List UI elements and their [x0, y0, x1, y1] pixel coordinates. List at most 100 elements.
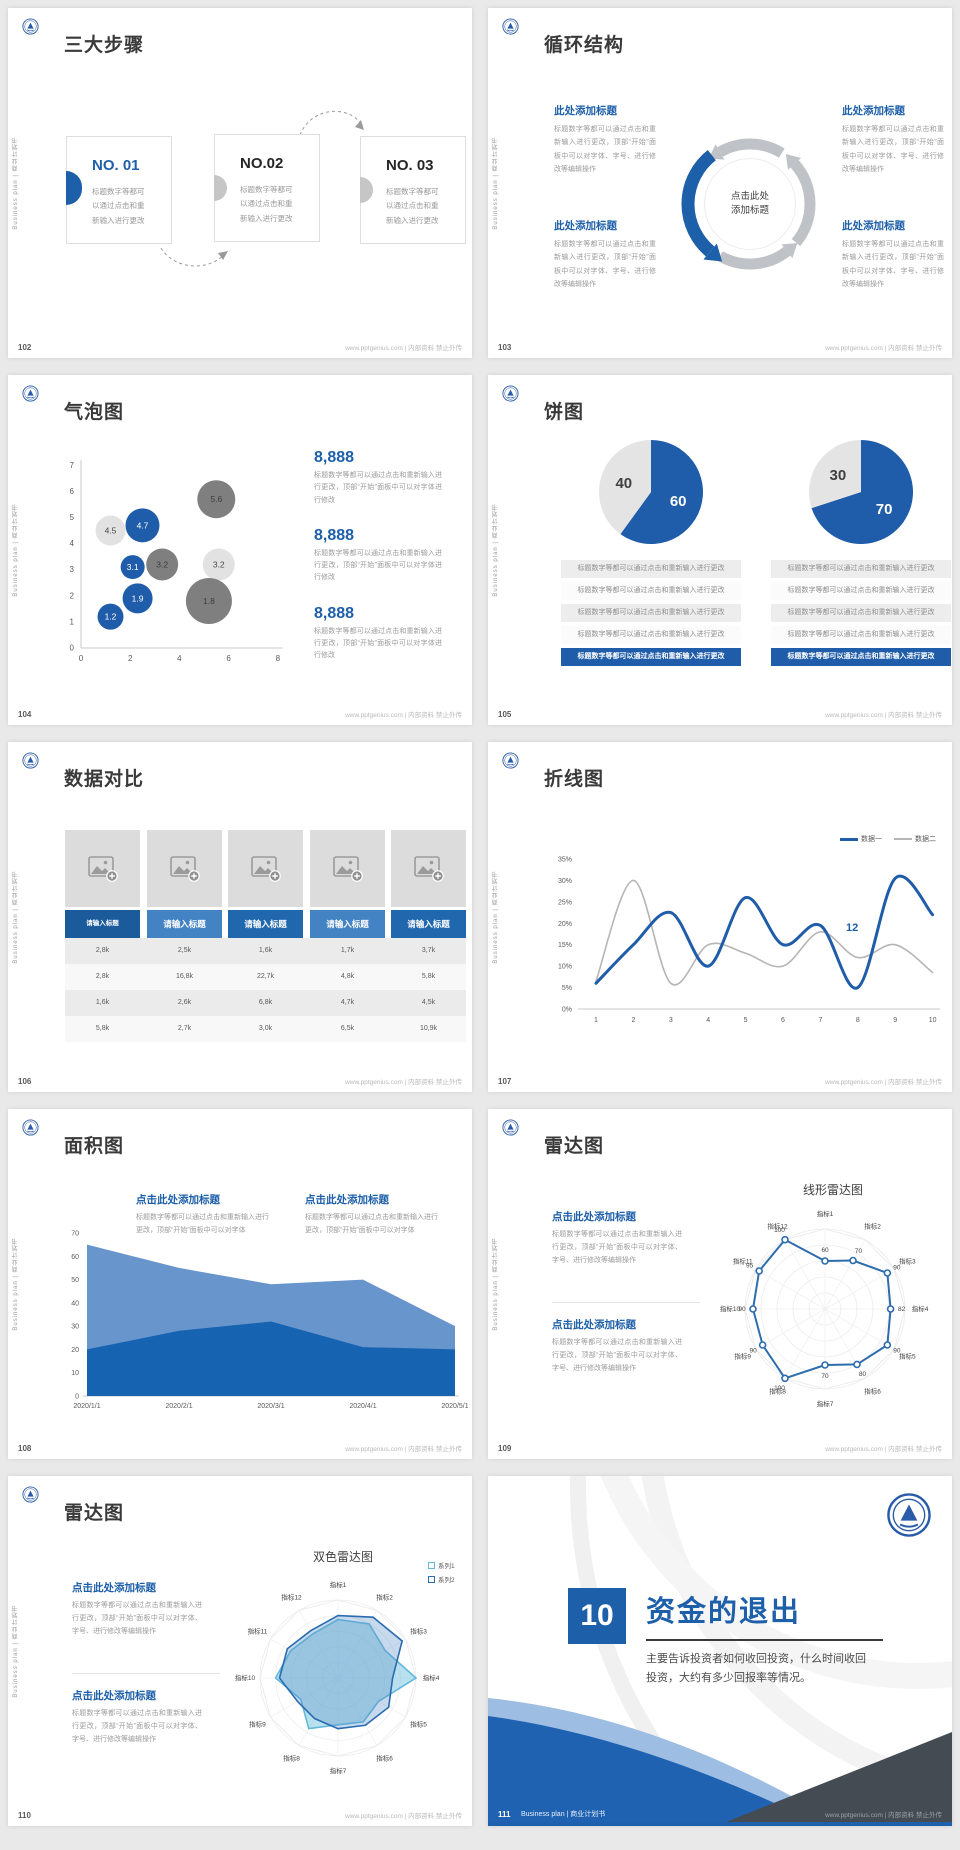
table-cell[interactable]: 4,8k: [340, 973, 355, 980]
cycle-arrows-diagram: [681, 138, 816, 270]
cycle-block-top-right[interactable]: 此处添加标题 标题数字等都可以通过点击和重新输入进行更改，顶部“开始”面板中可以…: [842, 103, 944, 176]
table-header[interactable]: 请输入标题: [65, 910, 140, 938]
table-header[interactable]: 请输入标题: [147, 910, 222, 938]
table-cell[interactable]: 3,0k: [258, 1025, 273, 1032]
bubble-point[interactable]: [97, 603, 124, 630]
block-body: 标题数字等都可以通过点击和重新输入进行 更改，顶部“开始”面板中可以对字体: [136, 1214, 269, 1234]
table-cell[interactable]: 5,8k: [421, 973, 436, 980]
table-header[interactable]: 请输入标题: [228, 910, 303, 938]
image-placeholder[interactable]: [228, 830, 303, 907]
block-body: 标题数字等都可以通过点击和重新输入进行更改，顶部“开始”面板中可以对字体、字号、…: [552, 1231, 682, 1264]
area-series[interactable]: [87, 1321, 455, 1396]
table-cell[interactable]: 2,7k: [177, 1025, 192, 1032]
step-number: NO. 01: [92, 157, 140, 174]
table-cell[interactable]: 4,5k: [421, 999, 436, 1006]
sidebar-watermark: Business plan | 商业计划书: [493, 1237, 499, 1331]
svg-text:60: 60: [71, 1254, 79, 1261]
area-heading-left[interactable]: 点击此处添加标题 标题数字等都可以通过点击和重新输入进行 更改，顶部“开始”面板…: [136, 1192, 288, 1238]
pie-caption-row[interactable]: 标题数字等都可以通过点击和重新输入进行更改: [561, 582, 741, 600]
area-heading-right[interactable]: 点击此处添加标题 标题数字等都可以通过点击和重新输入进行 更改，顶部“开始”面板…: [305, 1192, 457, 1238]
bubble-chart[interactable]: 0 1 2 3 4 5 6 7 0 2 4 6 8 4.5 5.6 3.2 3.2 1.8 4.7 3.1 1.9 1.2: [54, 447, 306, 675]
table-header[interactable]: 请输入标题: [310, 910, 385, 938]
bubble-point[interactable]: [197, 480, 236, 519]
block-heading: 此处添加标题: [554, 220, 617, 232]
svg-text:指标10: 指标10: [235, 1673, 256, 1682]
pie-caption-row[interactable]: 标题数字等都可以通过点击和重新输入进行更改: [771, 560, 951, 578]
bubble-point[interactable]: [185, 578, 232, 625]
block-heading: 点击此处添加标题: [305, 1194, 389, 1206]
image-placeholder[interactable]: [310, 830, 385, 907]
line-series[interactable]: [594, 874, 935, 990]
table-cell[interactable]: 4,7k: [340, 999, 355, 1006]
pie-caption-row[interactable]: 标题数字等都可以通过点击和重新输入进行更改: [561, 648, 741, 666]
area-chart[interactable]: 0 10 20 30 40 50 60 70 2020/1/1 2020/2/1 2020/3/1 2…: [53, 1204, 468, 1416]
bubble-point[interactable]: [202, 548, 235, 581]
svg-text:2020/5/1: 2020/5/1: [441, 1403, 468, 1410]
svg-text:95: 95: [746, 1263, 754, 1270]
pie-caption-row[interactable]: 标题数字等都可以通过点击和重新输入进行更改: [561, 604, 741, 622]
table-header[interactable]: 请输入标题: [391, 910, 466, 938]
bubble-point[interactable]: [120, 555, 145, 580]
cycle-center[interactable]: 点击此处 添加标题: [704, 158, 796, 250]
svg-text:30: 30: [71, 1324, 79, 1331]
pie-slice[interactable]: [809, 440, 861, 509]
pie-caption-row[interactable]: 标题数字等都可以通过点击和重新输入进行更改: [771, 604, 951, 622]
pie-caption-row[interactable]: 标题数字等都可以通过点击和重新输入进行更改: [771, 626, 951, 644]
radar-heading-1[interactable]: 点击此处添加标题 标题数字等都可以通过点击和重新输入进行更改，顶部“开始”面板中…: [72, 1580, 202, 1639]
radar-heading-1[interactable]: 点击此处添加标题 标题数字等都可以通过点击和重新输入进行更改，顶部“开始”面板中…: [552, 1209, 682, 1268]
block-heading: 点击此处添加标题: [552, 1319, 636, 1331]
image-placeholder[interactable]: [147, 830, 222, 907]
table-cell[interactable]: 6,5k: [340, 1025, 355, 1032]
radar-heading-2[interactable]: 点击此处添加标题 标题数字等都可以通过点击和重新输入进行更改，顶部“开始”面板中…: [72, 1688, 202, 1747]
pie-chart-right[interactable]: 70 30: [801, 432, 921, 552]
radar-series[interactable]: [274, 1618, 418, 1730]
comparison-table[interactable]: 请输入标题 请输入标题 请输入标题 请输入标题 请输入标题 2,8k 2,5k 1,6k 1,7…: [65, 830, 466, 1042]
line-series[interactable]: [595, 879, 934, 986]
pie-caption-row[interactable]: 标题数字等都可以通过点击和重新输入进行更改: [561, 560, 741, 578]
divider-line: [552, 1302, 700, 1303]
table-cell[interactable]: 2,8k: [95, 973, 110, 980]
svg-text:3.2: 3.2: [156, 559, 168, 569]
table-cell[interactable]: 3,7k: [421, 947, 436, 954]
line-chart[interactable]: 0%5%10%15%20%25%30%35%1 2 3 4 5 6 7 8 9 10: [528, 827, 948, 1027]
table-cell[interactable]: 1,7k: [340, 947, 355, 954]
pie-slice[interactable]: [599, 440, 651, 535]
table-cell[interactable]: 2,5k: [177, 947, 192, 954]
svg-text:指标10: 指标10: [720, 1304, 741, 1313]
sidebar-watermark: Business plan | 商业计划书: [493, 136, 499, 230]
bubble-point[interactable]: [122, 583, 153, 614]
pie-caption-row[interactable]: 标题数字等都可以通过点击和重新输入进行更改: [771, 582, 951, 600]
table-cell[interactable]: 2,6k: [177, 999, 192, 1006]
table-cell[interactable]: 22,7k: [256, 973, 275, 980]
table-cell[interactable]: 2,8k: [95, 947, 110, 954]
radar-chart-dual[interactable]: 指标1 指标2 指标3 指标4 指标5 指标6 指标7 指标8 指标9 指标10 指标11 指标12: [233, 1568, 463, 1803]
table-cell[interactable]: 6,8k: [258, 999, 273, 1006]
svg-text:3.2: 3.2: [213, 559, 225, 569]
bubble-point[interactable]: [125, 508, 160, 543]
table-cell[interactable]: 10,9k: [419, 1025, 438, 1032]
radar-chart-line[interactable]: 指标1 指标2 指标3 指标4 指标5 指标6 指标7 指标8 指标9 指标10 指标11 指标12 6…: [718, 1197, 948, 1437]
bubble-point[interactable]: [95, 515, 126, 546]
image-placeholder[interactable]: [65, 830, 140, 907]
table-cell[interactable]: 16,8k: [175, 973, 194, 980]
pie-caption-row[interactable]: 标题数字等都可以通过点击和重新输入进行更改: [771, 648, 951, 666]
pie-slice[interactable]: [811, 440, 913, 544]
svg-text:指标2: 指标2: [376, 1592, 393, 1601]
table-cell[interactable]: 5,8k: [95, 1025, 110, 1032]
cycle-block-top-left[interactable]: 此处添加标题 标题数字等都可以通过点击和重新输入进行更改，顶部“开始”面板中可以…: [554, 103, 656, 176]
half-circle-accent: [360, 177, 373, 203]
radar-heading-2[interactable]: 点击此处添加标题 标题数字等都可以通过点击和重新输入进行更改，顶部“开始”面板中…: [552, 1317, 682, 1376]
pie-slice[interactable]: [620, 440, 703, 544]
image-placeholder[interactable]: [391, 830, 466, 907]
step-card-2[interactable]: NO.02 标题数字等都可 以通过点击和重 新输入进行更改: [214, 134, 320, 242]
table-cell[interactable]: 1,6k: [95, 999, 110, 1006]
cycle-block-bottom-left[interactable]: 此处添加标题 标题数字等都可以通过点击和重新输入进行更改，顶部“开始”面板中可以…: [554, 218, 656, 291]
pie-chart-left[interactable]: 60 40: [591, 432, 711, 552]
step-card-1[interactable]: NO. 01 标题数字等都可 以通过点击和重 新输入进行更改: [66, 136, 172, 244]
pie-caption-row[interactable]: 标题数字等都可以通过点击和重新输入进行更改: [561, 626, 741, 644]
radar-series[interactable]: [278, 1614, 404, 1730]
step-card-3[interactable]: NO. 03 标题数字等都可 以通过点击和重 新输入进行更改: [360, 136, 466, 244]
cycle-block-bottom-right[interactable]: 此处添加标题 标题数字等都可以通过点击和重新输入进行更改，顶部“开始”面板中可以…: [842, 218, 944, 291]
table-cell[interactable]: 1,6k: [258, 947, 273, 954]
bubble-point[interactable]: [146, 548, 179, 581]
